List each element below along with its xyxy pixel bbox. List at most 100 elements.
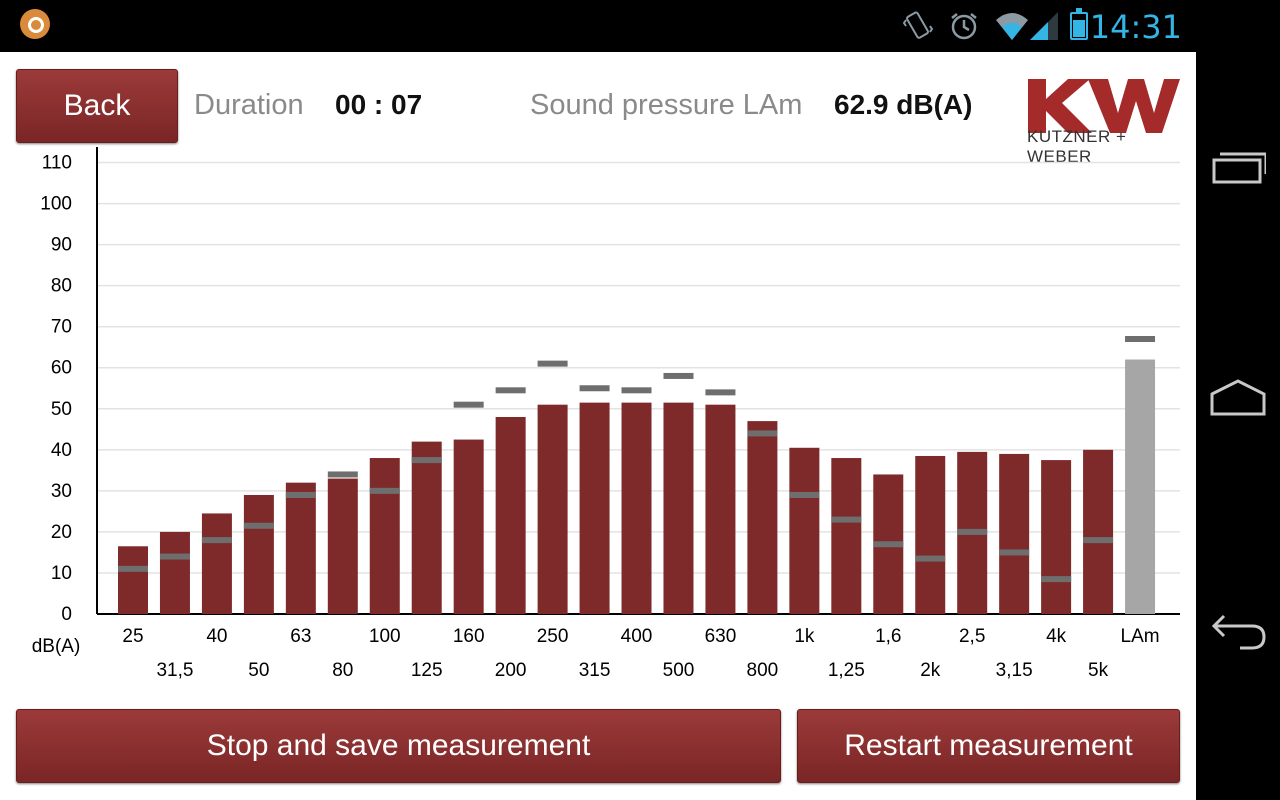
y-tick-label: 60 (51, 358, 72, 379)
x-tick-label: 400 (621, 626, 653, 647)
x-tick-label: 3,15 (996, 660, 1033, 681)
status-bar: 14:31 (0, 0, 1280, 52)
y-tick-label: 50 (51, 399, 72, 420)
bar-100 (369, 458, 400, 614)
x-tick-label: 315 (579, 660, 611, 681)
peak-marker-5k (1083, 537, 1114, 544)
bar-50 (243, 494, 274, 614)
sound-pressure-value: 62.9 dB(A) (834, 89, 973, 120)
x-tick-label: 1k (794, 626, 815, 647)
peak-marker-400 (621, 387, 652, 394)
peak-marker-125 (411, 457, 442, 464)
bar-250 (537, 404, 568, 614)
peak-marker-1k (789, 491, 820, 498)
cell-signal-icon (1030, 12, 1058, 40)
back-icon[interactable] (1210, 610, 1266, 650)
x-tick-label: 1,6 (875, 626, 901, 647)
peak-marker-500 (663, 372, 694, 379)
stop-and-save-button[interactable]: Stop and save measurement (16, 709, 781, 783)
bar-1k (789, 447, 820, 614)
peak-marker-200 (495, 387, 526, 394)
x-tick-label: 2k (920, 660, 941, 681)
spectrum-chart: 0 10 20 30 40 50 60 70 80 90 100 110 dB(A) 25 40 63 100 1… (32, 147, 1180, 681)
kw-logo (1028, 79, 1180, 133)
bar-500 (663, 402, 694, 614)
bar-2k (915, 455, 946, 614)
peak-marker-80 (327, 471, 358, 478)
x-tick-label: 500 (663, 660, 695, 681)
x-tick-label: 63 (290, 626, 311, 647)
peak-marker-250 (537, 360, 568, 367)
app-logo-icon (20, 9, 50, 39)
x-tick-label: 25 (122, 626, 143, 647)
bar-80 (327, 478, 358, 614)
sound-pressure-label: Sound pressure LAm (530, 89, 803, 121)
brand-subtitle: KUTZNER + WEBER (1027, 127, 1127, 166)
recent-apps-icon[interactable] (1210, 148, 1266, 188)
peak-marker-4k (1041, 576, 1072, 583)
peak-marker-3,15 (999, 549, 1030, 556)
y-tick-label: 100 (40, 194, 72, 215)
bar-LAm (1125, 359, 1156, 614)
bar-160 (453, 439, 484, 614)
x-tick-label: 800 (747, 660, 779, 681)
x-tick-label: 160 (453, 626, 485, 647)
peak-marker-2k (915, 555, 946, 562)
x-tick-label: 125 (411, 660, 443, 681)
navigation-bar (1196, 52, 1280, 800)
y-tick-label: 80 (51, 276, 72, 297)
y-tick-label: 110 (42, 153, 72, 174)
bar-5k (1083, 449, 1114, 614)
bar-1,25 (831, 458, 862, 614)
bar-40 (201, 513, 232, 614)
x-tick-label: 1,25 (828, 660, 865, 681)
vibrate-icon (902, 11, 934, 39)
back-button[interactable]: Back (16, 69, 178, 143)
bar-31,5 (159, 531, 190, 614)
peak-marker-100 (369, 487, 400, 494)
y-axis-label: dB(A) (32, 636, 81, 657)
clock: 14:31 (1089, 8, 1182, 46)
y-tick-label: 70 (51, 317, 72, 338)
peak-marker-2,5 (957, 528, 988, 535)
bar-25 (118, 546, 148, 614)
peak-marker-63 (285, 491, 316, 498)
bar-800 (747, 421, 778, 614)
home-icon[interactable] (1210, 378, 1266, 418)
app-content: Back Duration 00 : 07 Sound pressure LAm… (0, 52, 1196, 800)
peak-marker-50 (243, 522, 274, 529)
y-tick-label: 0 (61, 604, 72, 625)
x-tick-label: 40 (206, 626, 227, 647)
bar-3,15 (999, 453, 1030, 614)
bar-125 (411, 441, 442, 614)
x-tick-label: 100 (369, 626, 401, 647)
battery-icon (1070, 8, 1088, 40)
peak-marker-160 (453, 401, 484, 408)
x-tick-label: LAm (1121, 626, 1160, 647)
bar-315 (579, 402, 610, 614)
peak-marker-315 (579, 385, 610, 392)
bar-400 (621, 402, 652, 614)
y-tick-label: 90 (51, 235, 72, 256)
bar-630 (705, 404, 736, 614)
x-tick-label: 31,5 (156, 660, 193, 681)
bar-200 (495, 416, 526, 614)
x-tick-label: 630 (705, 626, 737, 647)
alarm-icon (951, 13, 977, 40)
duration-label: Duration (194, 89, 304, 121)
x-tick-label: 2,5 (959, 626, 985, 647)
peak-marker-800 (747, 430, 778, 437)
peak-marker-31,5 (159, 553, 190, 560)
wifi-icon (996, 13, 1028, 40)
x-tick-label: 250 (537, 626, 569, 647)
x-tick-label: 5k (1088, 660, 1109, 681)
peak-marker-40 (201, 537, 232, 544)
x-tick-label: 200 (495, 660, 527, 681)
bar-63 (285, 482, 316, 614)
bar-4k (1041, 460, 1072, 614)
x-tick-label: 50 (248, 660, 269, 681)
peak-marker-25 (118, 565, 148, 572)
y-tick-label: 10 (51, 563, 72, 584)
x-tick-label: 4k (1046, 626, 1067, 647)
restart-measurement-button[interactable]: Restart measurement (797, 709, 1180, 783)
